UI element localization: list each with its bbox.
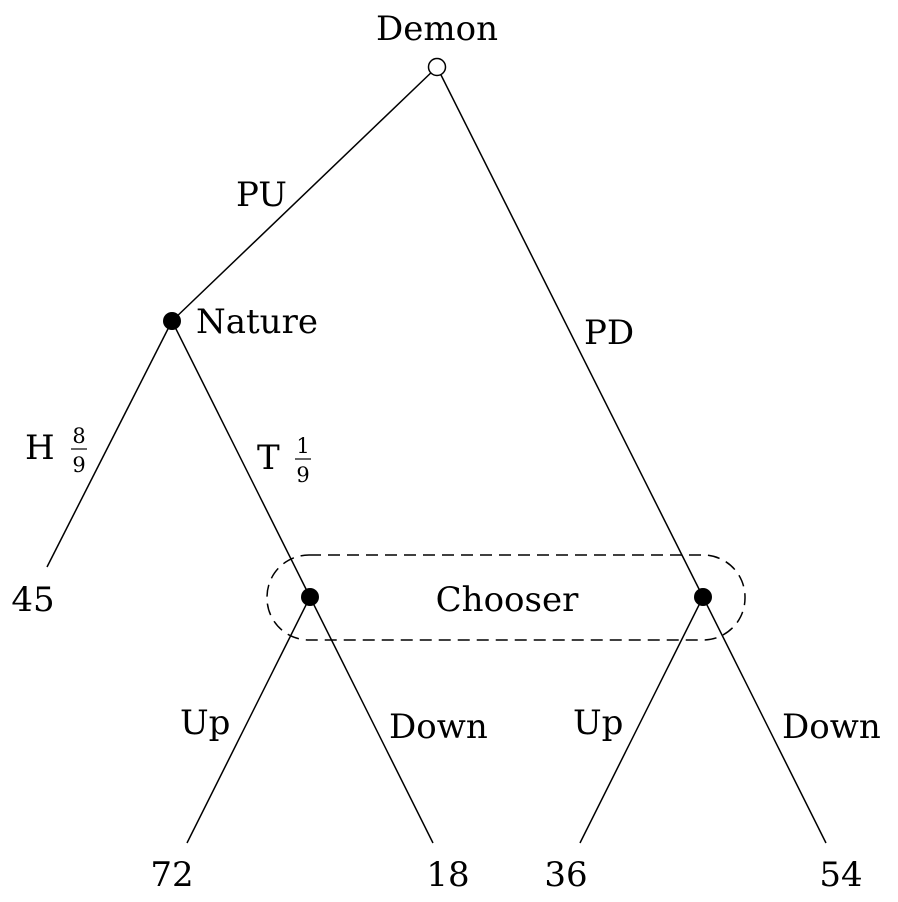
heads-label: H	[25, 428, 55, 468]
chooser-label: Chooser	[436, 580, 579, 620]
payoff-left-up: 72	[150, 855, 193, 895]
right-up-label: Up	[573, 703, 623, 743]
nature-label: Nature	[196, 302, 318, 342]
edge-tails	[171, 320, 311, 598]
payoff-right-down: 54	[819, 855, 862, 895]
heads-prob-denominator: 9	[72, 453, 85, 477]
chooser-node-right	[694, 588, 712, 606]
right-down-label: Down	[782, 707, 881, 747]
chooser-node-left	[301, 588, 319, 606]
heads-prob-numerator: 8	[72, 424, 85, 448]
pd-label: PD	[584, 313, 634, 353]
left-down-label: Down	[389, 707, 488, 747]
left-up-label: Up	[180, 703, 230, 743]
nature-node	[163, 312, 181, 330]
payoff-heads: 45	[11, 580, 54, 620]
edge-right-down	[702, 596, 827, 844]
chooser-information-set	[266, 554, 746, 641]
demon-label: Demon	[376, 9, 498, 49]
edge-pd	[436, 66, 704, 598]
edge-left-up	[186, 596, 311, 844]
pu-label: PU	[236, 175, 287, 215]
payoff-left-down: 18	[426, 855, 469, 895]
tails-label: T	[257, 438, 280, 478]
edge-left-down	[309, 596, 434, 844]
tails-prob-numerator: 1	[296, 434, 309, 458]
edge-pu	[171, 66, 438, 322]
payoff-right-up: 36	[544, 855, 587, 895]
edge-right-up	[579, 596, 704, 844]
demon-node	[427, 57, 447, 77]
edge-heads	[46, 320, 173, 568]
tails-prob-denominator: 9	[296, 463, 309, 487]
